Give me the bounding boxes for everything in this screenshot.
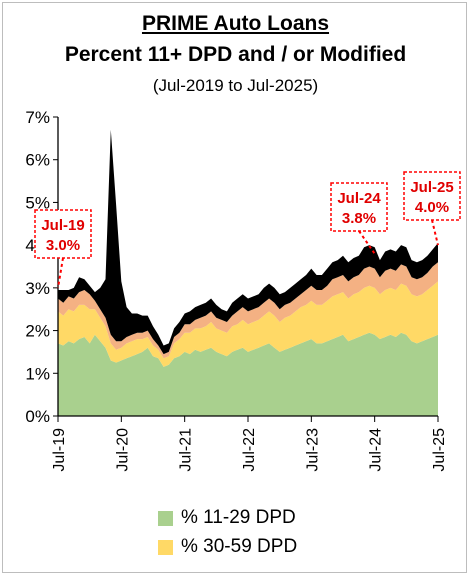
annotation-date: Jul-25 <box>410 179 453 196</box>
annotation-leader <box>431 219 439 246</box>
x-tick-label: Jul-23 <box>304 428 321 472</box>
area-series-0 <box>58 332 438 416</box>
area-series-3 <box>58 129 438 355</box>
y-tick-label: 7% <box>25 108 50 127</box>
area-series-1 <box>58 281 438 367</box>
chart-title: PRIME Auto Loans <box>141 12 330 35</box>
x-tick-label: Jul-19 <box>51 428 68 472</box>
annotation-date: Jul-24 <box>337 190 381 207</box>
y-tick-label: 3% <box>25 279 50 298</box>
legend-swatch-30-59 <box>158 539 173 555</box>
chart-subtitle: Percent 11+ DPD and / or Modified <box>64 43 407 66</box>
annotation-value: 3.0% <box>46 237 80 254</box>
x-tick-label: Jul-21 <box>178 428 195 472</box>
x-tick-label: Jul-22 <box>241 428 258 472</box>
legend-label-11-29: % 11-29 DPD <box>181 507 296 528</box>
annotation-box <box>403 171 461 221</box>
annotation-box <box>330 182 388 232</box>
y-tick-label: 6% <box>25 151 50 170</box>
annotation-box <box>34 209 92 259</box>
annotation-leader <box>358 230 376 255</box>
y-tick-label: 5% <box>25 193 50 212</box>
y-tick-label: 2% <box>25 322 50 341</box>
y-tick-label: 0% <box>25 407 50 426</box>
legend-label-30-59: % 30-59 DPD <box>181 536 298 557</box>
x-tick-label: Jul-20 <box>114 428 131 472</box>
legend-swatch-11-29 <box>158 510 173 526</box>
x-tick-label: Jul-24 <box>368 428 385 472</box>
x-tick-label: Jul-25 <box>431 428 448 472</box>
legend-item-30-59: % 30-59 DPD <box>158 536 297 558</box>
chart-period: (Jul-2019 to Jul-2025) <box>152 76 319 95</box>
legend-item-11-29: % 11-29 DPD <box>158 507 296 529</box>
annotation-value: 4.0% <box>415 199 449 216</box>
y-tick-label: 1% <box>25 364 50 383</box>
annotation-date: Jul-19 <box>41 217 84 234</box>
area-series-2 <box>58 262 438 359</box>
annotation-leader <box>57 257 64 289</box>
annotation-value: 3.8% <box>342 210 376 227</box>
